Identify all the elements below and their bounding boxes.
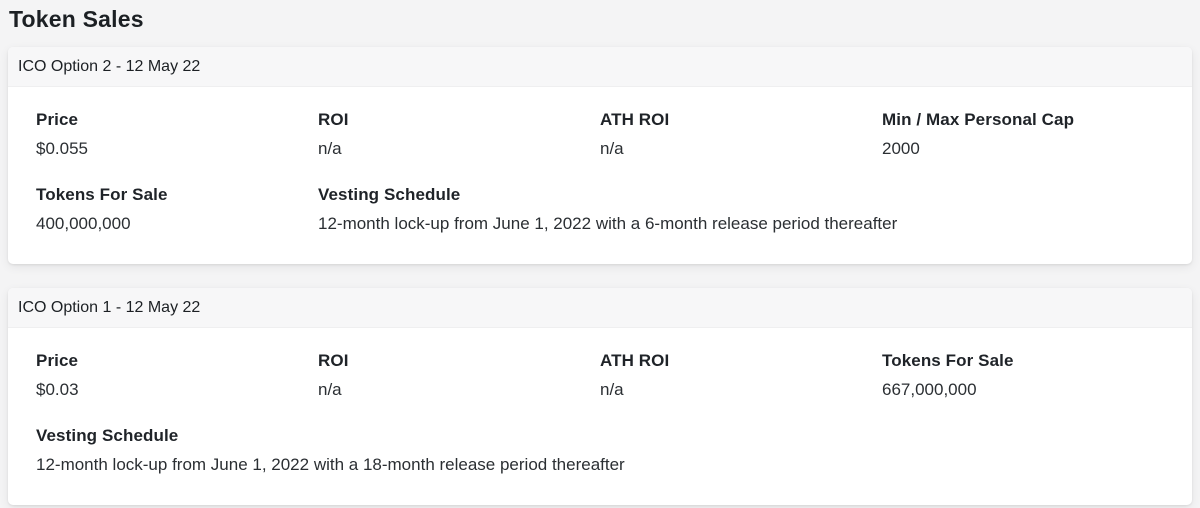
ico-option-2-card-body: Price $0.055 ROI n/a ATH ROI n/a Min / M…: [8, 87, 1192, 264]
field-label: ROI: [318, 351, 349, 370]
field-label: Tokens For Sale: [882, 351, 1014, 370]
field-label: ROI: [318, 110, 349, 129]
field-label: Tokens For Sale: [36, 185, 168, 204]
ico-option-1-card-body: Price $0.03 ROI n/a ATH ROI n/a Tokens F…: [8, 328, 1192, 505]
field-label: Vesting Schedule: [318, 185, 461, 204]
field-value: $0.055: [36, 139, 88, 158]
field-tokens-for-sale: Tokens For Sale 667,000,000: [882, 351, 1164, 400]
field-value: n/a: [600, 380, 624, 399]
field-label: Price: [36, 110, 79, 129]
card-header-title: ICO Option 1 - 12 May 22: [18, 298, 201, 316]
field-vesting-schedule: Vesting Schedule 12-month lock-up from J…: [318, 185, 1164, 234]
field-value: 12-month lock-up from June 1, 2022 with …: [36, 455, 625, 474]
field-label: ATH ROI: [600, 110, 670, 129]
field-roi: ROI n/a: [318, 110, 600, 159]
field-value: 667,000,000: [882, 380, 977, 399]
field-price: Price $0.03: [36, 351, 318, 400]
field-value: $0.03: [36, 380, 79, 399]
card-header-title: ICO Option 2 - 12 May 22: [18, 57, 201, 75]
field-tokens-for-sale: Tokens For Sale 400,000,000: [36, 185, 318, 234]
ico-option-2-card-header: ICO Option 2 - 12 May 22: [8, 47, 1192, 87]
field-price: Price $0.055: [36, 110, 318, 159]
field-ath-roi: ATH ROI n/a: [600, 351, 882, 400]
field-value: n/a: [318, 380, 342, 399]
ico-option-2-card: ICO Option 2 - 12 May 22 Price $0.055 RO…: [8, 47, 1192, 264]
field-roi: ROI n/a: [318, 351, 600, 400]
ico-option-1-card: ICO Option 1 - 12 May 22 Price $0.03 ROI…: [8, 288, 1192, 505]
field-label: Min / Max Personal Cap: [882, 110, 1075, 129]
field-min-max-personal-cap: Min / Max Personal Cap 2000: [882, 110, 1164, 159]
field-ath-roi: ATH ROI n/a: [600, 110, 882, 159]
fields-grid: Price $0.03 ROI n/a ATH ROI n/a Tokens F…: [36, 351, 1164, 475]
field-label: Price: [36, 351, 79, 370]
field-value: 12-month lock-up from June 1, 2022 with …: [318, 214, 898, 233]
page-title: Token Sales: [9, 6, 144, 32]
field-value: n/a: [600, 139, 624, 158]
fields-grid: Price $0.055 ROI n/a ATH ROI n/a Min / M…: [36, 110, 1164, 234]
field-label: Vesting Schedule: [36, 426, 179, 445]
field-value: 400,000,000: [36, 214, 131, 233]
field-label: ATH ROI: [600, 351, 670, 370]
field-value: n/a: [318, 139, 342, 158]
ico-option-1-card-header: ICO Option 1 - 12 May 22: [8, 288, 1192, 328]
field-vesting-schedule: Vesting Schedule 12-month lock-up from J…: [36, 426, 1164, 475]
field-value: 2000: [882, 139, 920, 158]
